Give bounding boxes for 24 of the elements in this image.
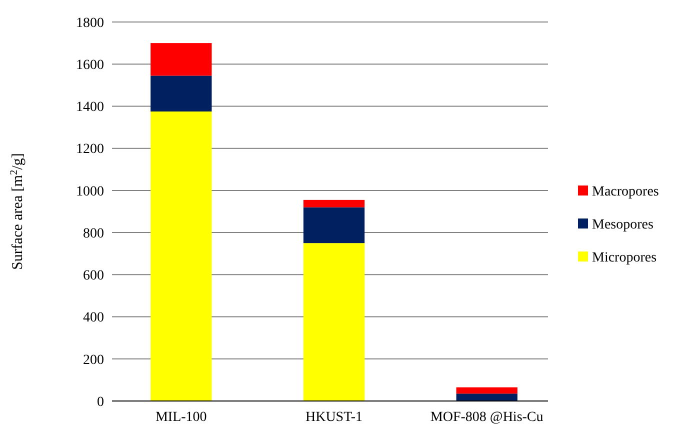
- bar: [303, 200, 365, 208]
- bar: [150, 43, 212, 76]
- y-tick-label: 800: [83, 226, 104, 242]
- bar: [150, 76, 212, 112]
- legend-label: Macropores: [592, 184, 659, 200]
- bar: [456, 394, 518, 401]
- bar: [150, 111, 212, 401]
- bar: [303, 207, 365, 244]
- bar: [303, 243, 365, 401]
- x-tick-label: HKUST-1: [305, 410, 363, 425]
- y-tick-label: 0: [97, 394, 104, 410]
- y-tick-label: 1400: [76, 100, 104, 116]
- y-tick-label: 400: [83, 310, 104, 326]
- legend-label: Mesopores: [592, 217, 654, 232]
- x-tick-label: MOF-808 @His-Cu: [430, 410, 544, 425]
- legend-label: Micropores: [592, 250, 657, 266]
- x-tick-label: MIL-100: [155, 410, 207, 425]
- y-tick-label: 1200: [76, 142, 104, 158]
- y-tick-label: 600: [83, 268, 104, 284]
- y-tick-label: 1800: [76, 16, 104, 31]
- y-tick-label: 1600: [76, 58, 104, 74]
- bar: [456, 387, 518, 394]
- y-tick-label: 200: [83, 352, 104, 368]
- y-tick-label: 1000: [76, 184, 104, 200]
